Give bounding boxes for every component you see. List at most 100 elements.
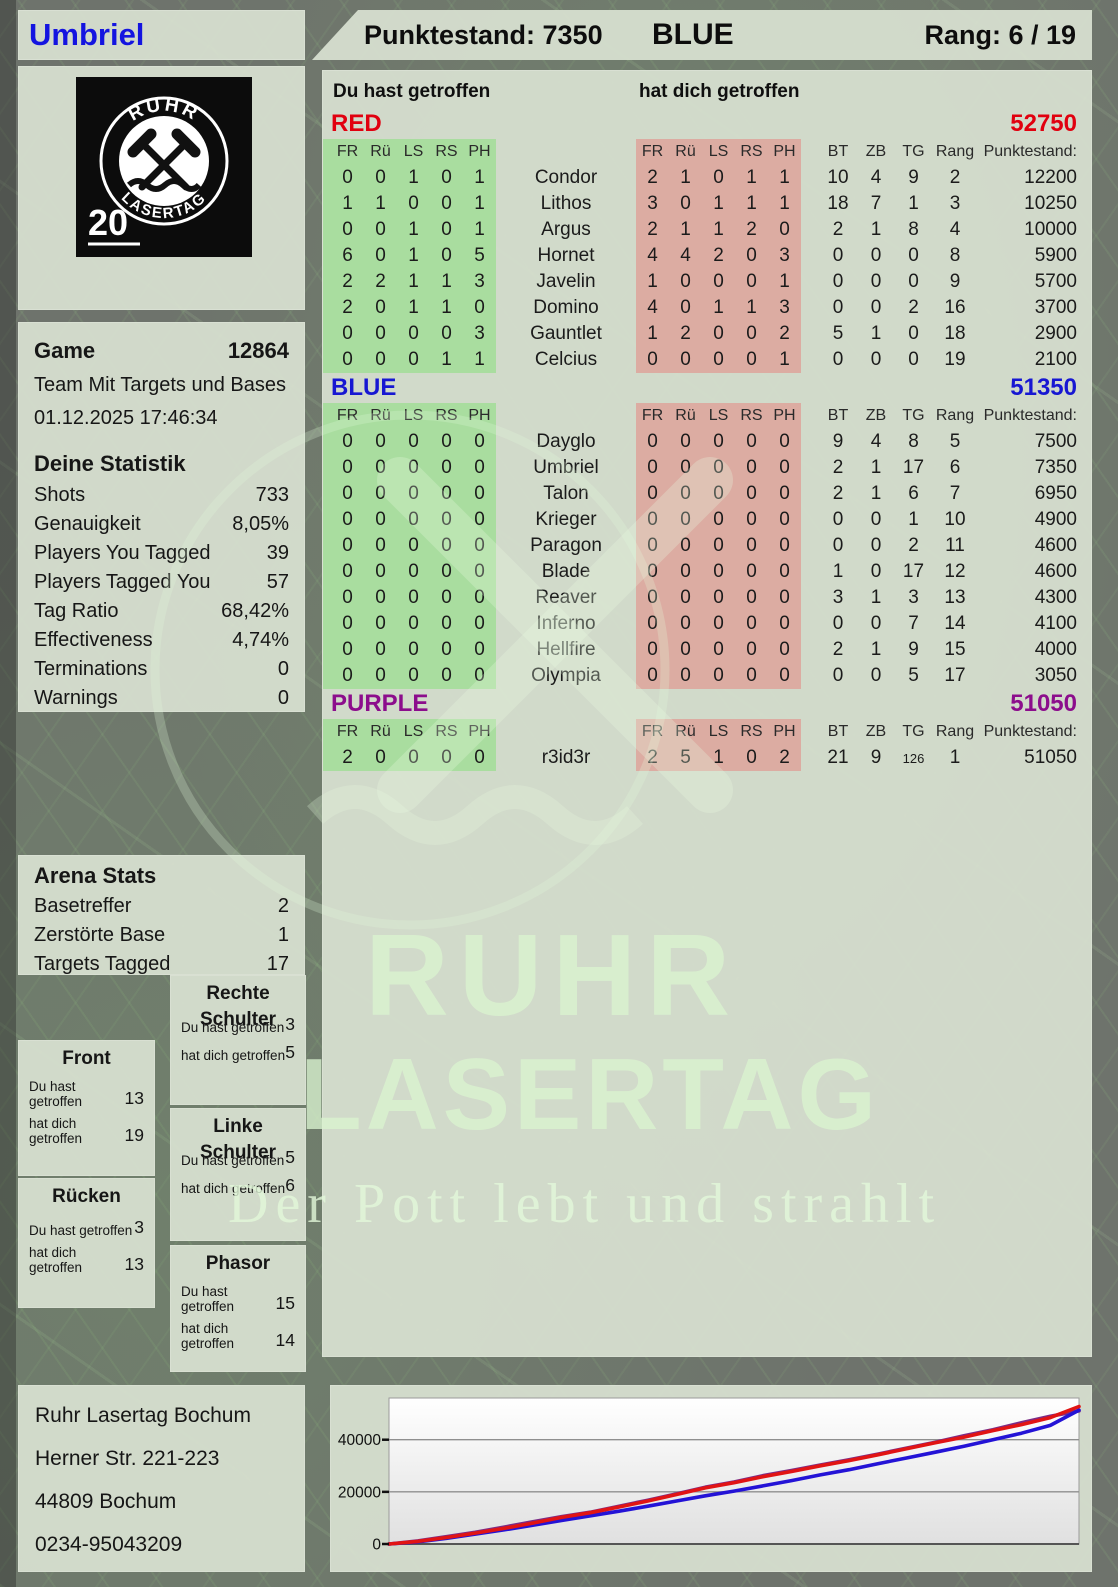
them-hit-cell: 0 — [702, 455, 735, 481]
player-row: 0 0 0 0 0 Krieger 0 0 0 0 0 0 0 1 10 4900 — [323, 507, 1091, 533]
them-hit-cell: 2 — [669, 321, 702, 347]
them-hit-cell: 0 — [702, 637, 735, 663]
left-edge-strip — [0, 0, 16, 1587]
them-hit-cell: 0 — [702, 611, 735, 637]
them-hit-cell: 2 — [768, 321, 801, 347]
you-hit-cell: 1 — [397, 269, 430, 295]
column-header-row: FR Rü LS RS PH FR Rü LS RS PH BT ZB TG Rang Punktestan… — [323, 403, 1091, 429]
punktestand-cell: 12200 — [1024, 167, 1077, 188]
spacer — [323, 481, 331, 507]
hitzone-them-label: hat dich getroffen — [181, 1048, 286, 1063]
stat-label: Shots — [34, 484, 86, 506]
col-header-you: FR — [331, 719, 364, 745]
y-tick-label: 40000 — [338, 1432, 381, 1449]
col-header-you: FR — [331, 403, 364, 429]
col-header-stat: BT — [827, 407, 849, 424]
player-row: 0 0 0 0 0 Paragon 0 0 0 0 0 0 0 2 11 4600 — [323, 533, 1091, 559]
them-hit-cell: 2 — [735, 217, 768, 243]
arena-title: Arena Stats — [34, 863, 157, 888]
stat-value: 57 — [266, 571, 289, 593]
you-hit-cell: 0 — [463, 637, 496, 663]
them-hit-cell: 0 — [735, 533, 768, 559]
punktestand-cell: 4300 — [1034, 587, 1077, 608]
rang-cell: 18 — [944, 323, 966, 344]
spacer — [323, 455, 331, 481]
spacer — [323, 719, 331, 745]
you-hit-cell: 1 — [397, 295, 430, 321]
you-hit-cell: 0 — [397, 533, 430, 559]
player-name-cell: Hornet — [537, 245, 595, 266]
address-phone: 0234-95043209 — [35, 1533, 183, 1556]
punktestand-cell: 6950 — [1034, 483, 1077, 504]
col-header-stat: BT — [827, 143, 849, 160]
you-hit-cell: 0 — [397, 559, 430, 585]
you-hit-cell: 0 — [364, 585, 397, 611]
stat-row: Players Tagged You 57 — [34, 568, 289, 597]
spacer — [323, 559, 331, 585]
rang-cell: 16 — [944, 297, 966, 318]
them-hit-cell: 0 — [735, 745, 768, 771]
rang-cell: 9 — [949, 271, 961, 292]
address-line: Ruhr Lasertag Bochum — [35, 1404, 251, 1427]
stat-row: Terminations 0 — [34, 655, 289, 684]
you-hit-cell: 0 — [331, 321, 364, 347]
spacer — [323, 217, 331, 243]
zb-cell: 0 — [870, 509, 882, 530]
stat-value: 8,05% — [232, 513, 289, 535]
player-header-panel: Umbriel — [18, 10, 305, 60]
hitzone-them-value: 19 — [124, 1125, 144, 1145]
rang-cell: 10 — [944, 509, 966, 530]
them-hit-cell: 0 — [768, 637, 801, 663]
spacer — [323, 243, 331, 269]
them-hit-cell: 1 — [669, 165, 702, 191]
you-hit-cell: 1 — [430, 269, 463, 295]
them-hit-cell: 0 — [768, 217, 801, 243]
tg-cell: 0 — [908, 271, 919, 292]
bt-cell: 0 — [832, 535, 844, 556]
rang-cell: 12 — [944, 561, 966, 582]
spacer — [323, 745, 331, 771]
punktestand-cell: 7500 — [1034, 431, 1077, 452]
bt-cell: 5 — [832, 323, 844, 344]
col-header-you: FR — [331, 139, 364, 165]
rang-cell: 13 — [944, 587, 966, 608]
them-hit-cell: 0 — [636, 637, 669, 663]
you-hit-cell: 0 — [397, 455, 430, 481]
player-name-cell: Umbriel — [533, 457, 599, 478]
rang-cell: 14 — [944, 613, 966, 634]
them-hit-cell: 0 — [768, 585, 801, 611]
score-line-red — [387, 1404, 1081, 1546]
punktestand-cell: 3050 — [1034, 665, 1077, 686]
tg-cell: 1 — [908, 193, 919, 214]
hitzone-you-label: Du hast getroffen — [181, 1020, 285, 1035]
them-hit-cell: 4 — [636, 243, 669, 269]
them-hit-cell: 0 — [669, 663, 702, 689]
spacer — [323, 269, 331, 295]
them-hit-cell: 0 — [702, 585, 735, 611]
punktestand-cell: 10250 — [1024, 193, 1077, 214]
zb-cell: 1 — [870, 219, 882, 240]
you-hit-cell: 1 — [397, 165, 430, 191]
col-header-punktestand: Punktestand: — [983, 143, 1077, 160]
tg-cell: 0 — [908, 323, 919, 344]
bt-cell: 18 — [827, 193, 849, 214]
hitzone-them-value: 13 — [124, 1254, 144, 1274]
them-hit-cell: 0 — [669, 585, 702, 611]
you-hit-cell: 0 — [463, 585, 496, 611]
you-hit-cell: 2 — [331, 269, 364, 295]
them-hit-cell: 0 — [636, 611, 669, 637]
arena-stats-list: Basetreffer 2 Zerstörte Base 1 Targets Tagge… — [34, 892, 289, 979]
punktestand-cell: 4600 — [1034, 561, 1077, 582]
them-hit-cell: 1 — [702, 295, 735, 321]
col-header-you: LS — [397, 719, 430, 745]
you-hit-cell: 0 — [397, 611, 430, 637]
player-name-cell: Krieger — [535, 509, 597, 530]
player-name-cell: Talon — [543, 483, 589, 504]
stats-title: Deine Statistik — [34, 451, 186, 476]
you-hit-cell: 0 — [430, 745, 463, 771]
rang-cell: 6 — [949, 457, 961, 478]
them-hit-cell: 0 — [636, 585, 669, 611]
stat-row: Zerstörte Base 1 — [34, 921, 289, 950]
them-hit-cell: 3 — [636, 191, 669, 217]
tg-cell: 3 — [908, 587, 919, 608]
